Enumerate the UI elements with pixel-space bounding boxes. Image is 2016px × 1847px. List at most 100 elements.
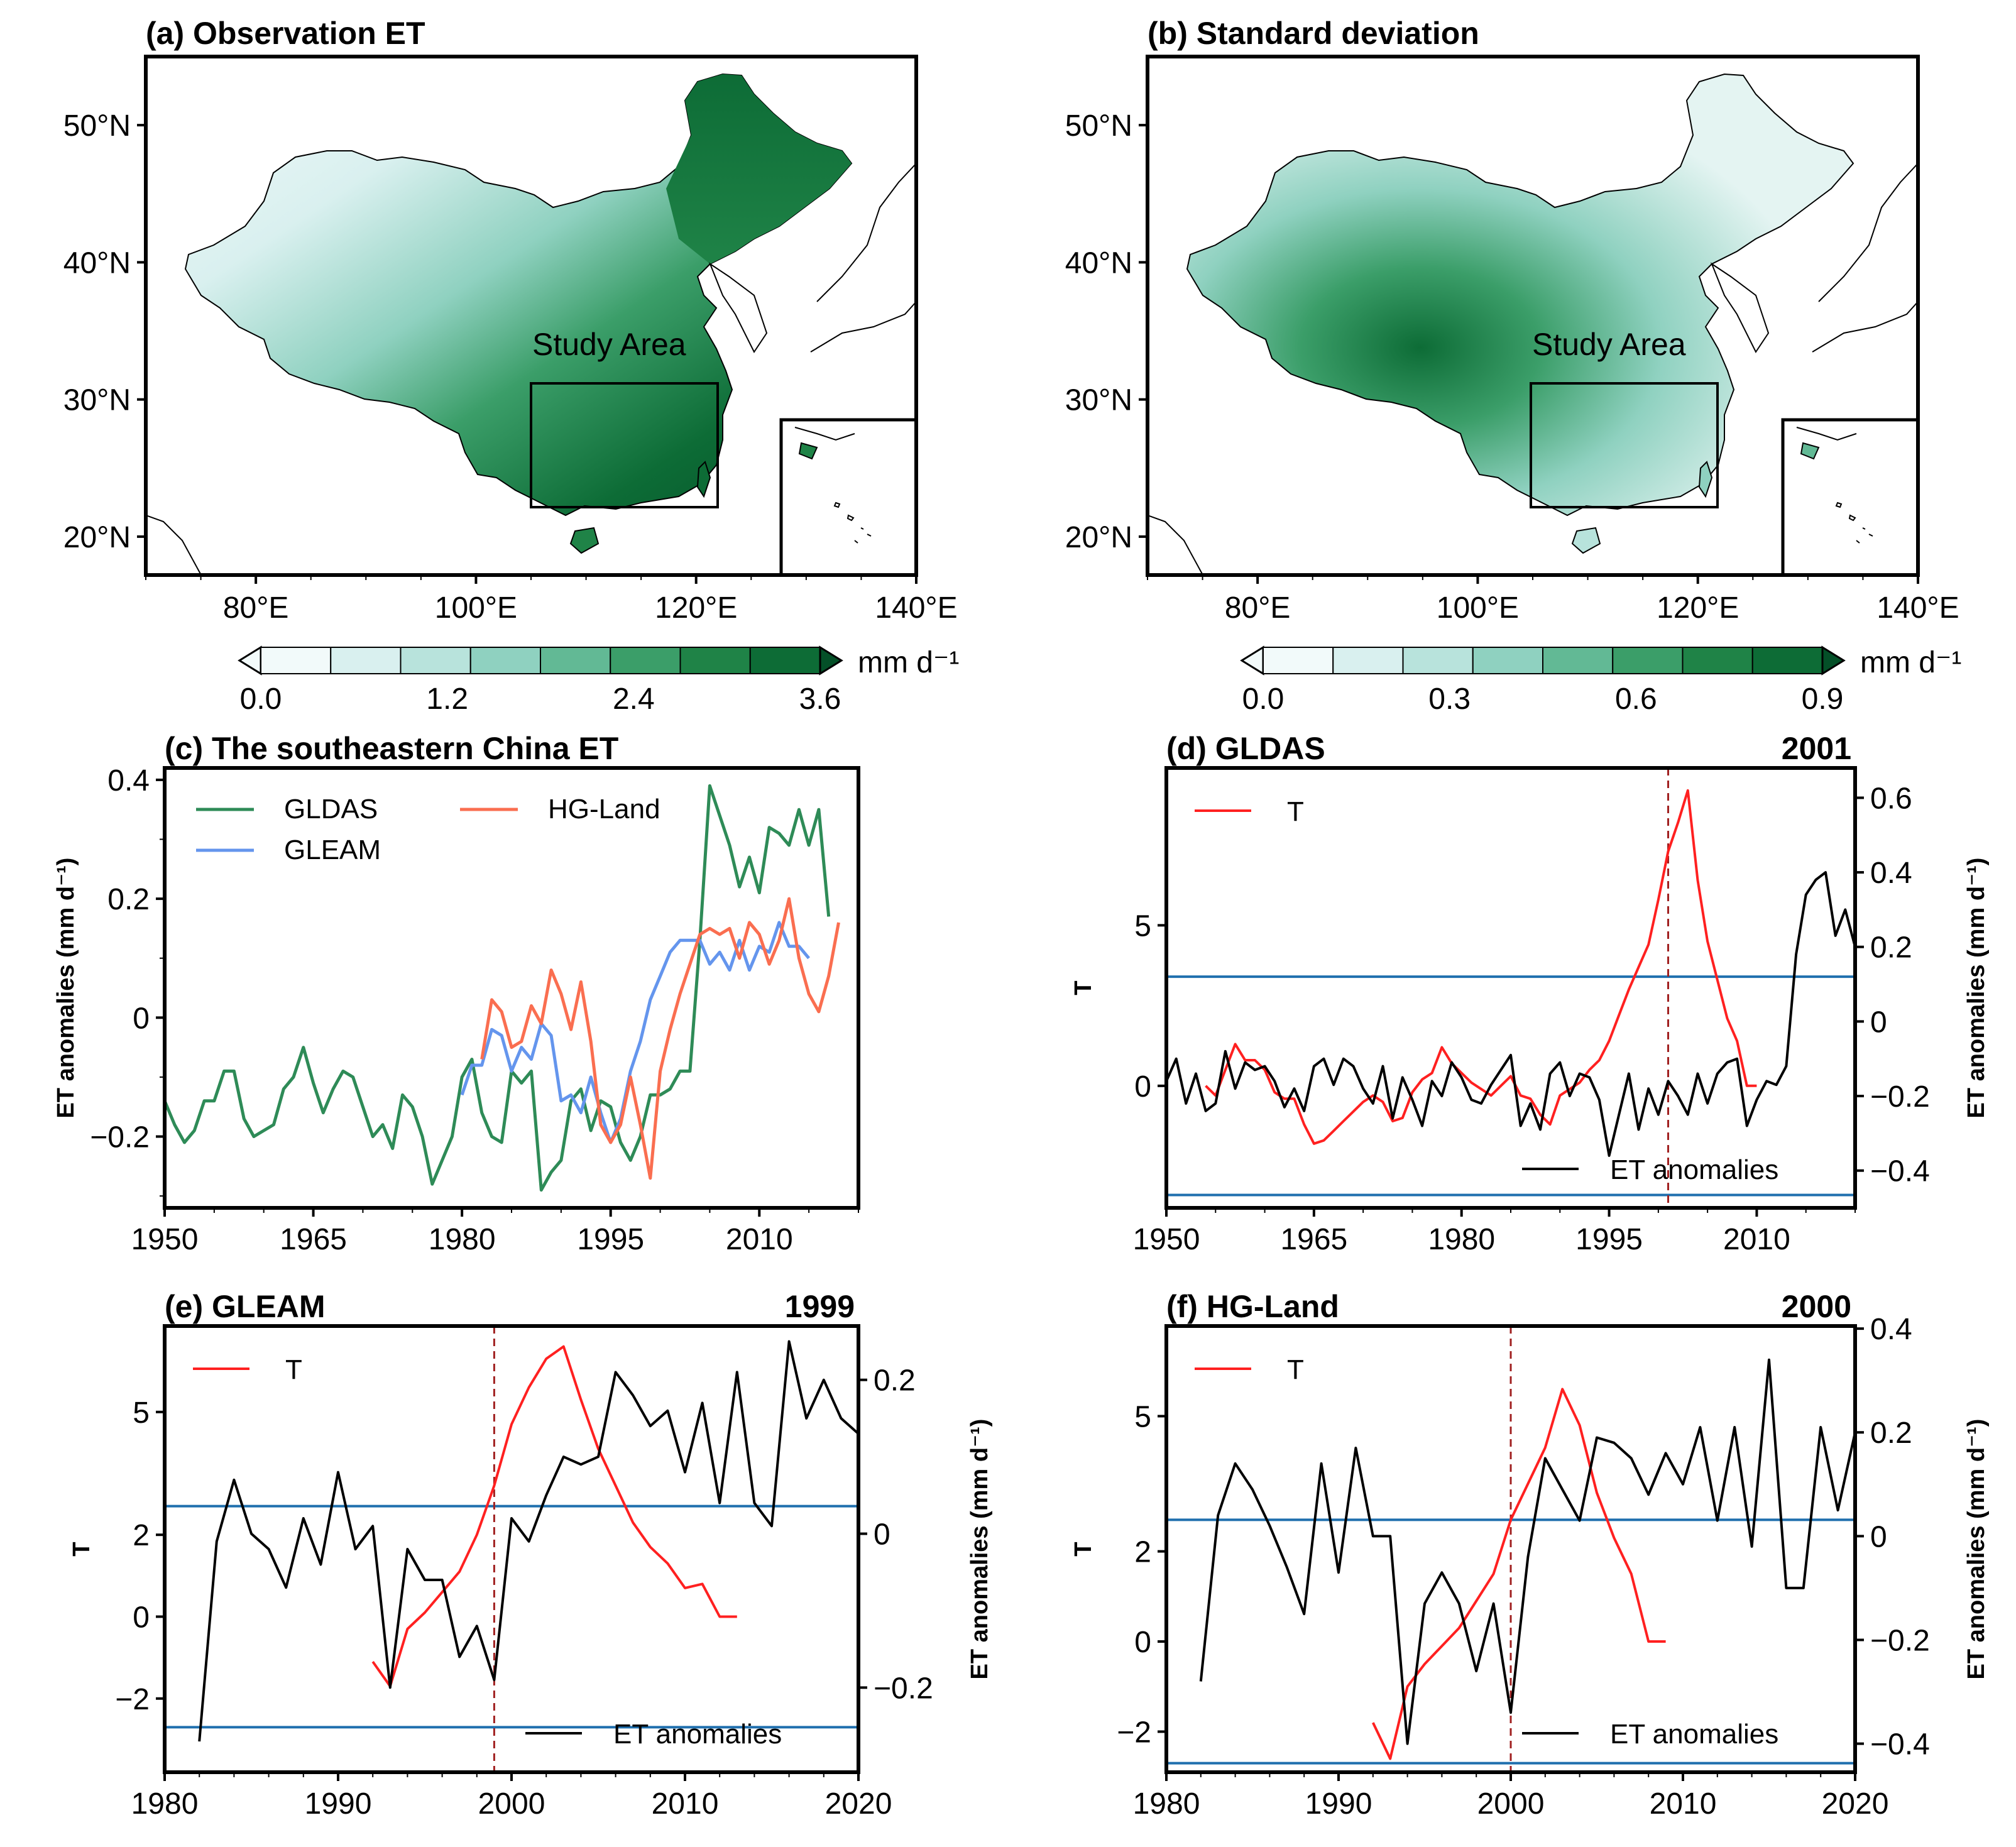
x-tick-label: 2000: [478, 1787, 545, 1821]
legend-label: HG-Land: [548, 794, 660, 825]
y-right-tick-label: 0.2: [874, 1364, 916, 1398]
lon-tick-label: 100°E: [1437, 591, 1519, 625]
x-tick-label: 1980: [1133, 1787, 1200, 1821]
korea-coast: [1710, 262, 1770, 353]
map-title: (a) Observation ET: [146, 16, 425, 51]
x-tick-label: 1950: [1133, 1223, 1200, 1256]
chart-title: (f) HG-Land: [1166, 1289, 1339, 1324]
lat-tick-label: 20°N: [63, 521, 131, 554]
y-left-tick-label: 0: [133, 1601, 150, 1634]
y-left-tick-label: 2: [133, 1519, 150, 1552]
lon-tick-label: 100°E: [435, 591, 517, 625]
x-tick-label: 1965: [280, 1223, 347, 1256]
y-left-tick-label: 5: [1134, 1400, 1151, 1433]
colorbar-tick-label: 1.2: [426, 682, 468, 716]
japan-coast: [810, 163, 916, 353]
series-line-et: [1166, 871, 1855, 1157]
colorbar-swatch: [1542, 647, 1614, 674]
y-tick-label: 0.4: [107, 764, 150, 797]
lon-tick-label: 120°E: [1657, 591, 1739, 625]
legend-label-t: T: [1287, 1354, 1304, 1385]
series-line-gleam: [460, 921, 811, 1144]
legend-label-et: ET anomalies: [1610, 1719, 1778, 1750]
y-right-axis-label: ET anomalies (mm d⁻¹): [1963, 858, 1990, 1119]
hainan: [1571, 527, 1601, 554]
plot-area: [165, 1326, 858, 1772]
chart-panel-e: (e) GLEAM 1999 1980 1990 2000 2010 2020 −2 0 2 5 −0…: [68, 1289, 993, 1821]
x-tick-label: 2020: [1822, 1787, 1889, 1821]
x-tick-label: 2010: [1650, 1787, 1717, 1821]
plot-frame: [1164, 766, 1857, 1210]
y-left-axis-label: T: [1070, 1542, 1097, 1556]
x-tick-label: 1980: [1428, 1223, 1495, 1256]
map-title: (b) Standard deviation: [1148, 16, 1479, 51]
colorbar-swatch: [1472, 647, 1543, 674]
x-tick-label: 2000: [1477, 1787, 1545, 1821]
y-right-axis-label: ET anomalies (mm d⁻¹): [967, 1419, 993, 1680]
south-china-sea-inset: [1781, 418, 1920, 577]
legend-label-t: T: [1287, 796, 1304, 827]
x-tick-label: 2010: [1723, 1223, 1790, 1256]
x-tick-label: 1990: [305, 1787, 372, 1821]
x-tick-label: 1990: [1305, 1787, 1372, 1821]
y-right-tick-label: 0.4: [1870, 857, 1912, 890]
south-china-sea-inset: [779, 418, 918, 577]
y-left-axis-label: T: [68, 1542, 95, 1556]
map-panel-a: (a) Observation ET Study Area 20°N 30°N 40…: [63, 16, 960, 716]
lon-tick-label: 120°E: [655, 591, 737, 625]
legend-label: GLDAS: [284, 794, 378, 825]
lon-tick-label: 140°E: [1876, 591, 1959, 625]
colorbar-swatch: [330, 647, 402, 674]
y-tick-label: −0.2: [90, 1121, 150, 1154]
lon-tick-label: 80°E: [1225, 591, 1291, 625]
colorbar-swatch: [1751, 647, 1823, 674]
colorbar-swatch: [679, 647, 751, 674]
y-left-tick-label: 0: [1134, 1070, 1151, 1104]
x-tick-label: 2010: [726, 1223, 793, 1256]
series-line-et: [1199, 1358, 1855, 1745]
y-left-tick-label: 2: [1134, 1536, 1151, 1569]
colorbar-tick-label: 0.9: [1802, 682, 1844, 716]
x-tick-label: 1980: [429, 1223, 496, 1256]
chart-title: (d) GLDAS: [1166, 731, 1325, 766]
y-left-tick-label: 0: [1134, 1626, 1151, 1659]
y-right-tick-label: −0.4: [1870, 1728, 1930, 1762]
lat-tick-label: 20°N: [1065, 521, 1132, 554]
colorbar-swatch: [400, 647, 471, 674]
y-axis-label: ET anomalies (mm d⁻¹): [53, 858, 79, 1119]
chart-title: (e) GLEAM: [165, 1289, 326, 1324]
colorbar-swatch: [749, 647, 821, 674]
chart-panel-c: (c) The southeastern China ET 1950 1965 198…: [53, 731, 860, 1256]
colorbar-swatch: [260, 647, 332, 674]
colorbar-extend-left: [238, 645, 262, 676]
legend-label: GLEAM: [284, 835, 381, 865]
y-left-tick-label: −2: [115, 1683, 150, 1716]
chart-panel-f: (f) HG-Land 2000 1980 1990 2000 2010 2020 −2 0 2 5…: [1070, 1289, 1990, 1821]
west-coast: [1148, 515, 1203, 575]
colorbar-swatch: [1402, 647, 1474, 674]
colorbar: 0.0 0.3 0.6 0.9 mm d⁻¹: [1240, 645, 1961, 716]
colorbar-extend-right: [1821, 645, 1846, 676]
y-right-tick-label: −0.2: [1870, 1080, 1930, 1114]
northeast-et-field: [666, 74, 852, 264]
lon-tick-label: 80°E: [223, 591, 289, 625]
lat-tick-label: 50°N: [1065, 109, 1132, 143]
colorbar-tick-label: 0.6: [1615, 682, 1657, 716]
taiwan: [1698, 461, 1713, 498]
colorbar-swatch: [540, 647, 611, 674]
y-tick-label: 0: [133, 1002, 150, 1035]
legend-label-et: ET anomalies: [613, 1719, 782, 1750]
colorbar-tick-label: 3.6: [799, 682, 841, 716]
series-line-t: [1205, 789, 1757, 1145]
chart-panel-d: (d) GLDAS 2001 1950 1965 1980 1995 2010 0 5 −0.4 −…: [1070, 731, 1990, 1256]
y-right-tick-label: 0: [874, 1518, 890, 1552]
y-left-axis-label: T: [1070, 980, 1097, 995]
y-right-tick-label: 0.4: [1870, 1313, 1912, 1346]
hainan: [569, 527, 600, 554]
colorbar-unit: mm d⁻¹: [1860, 646, 1961, 679]
y-left-tick-label: 5: [133, 1396, 150, 1430]
y-right-tick-label: −0.4: [1870, 1155, 1930, 1188]
legend-label-et: ET anomalies: [1610, 1154, 1778, 1185]
y-right-tick-label: 0: [1870, 1520, 1887, 1554]
